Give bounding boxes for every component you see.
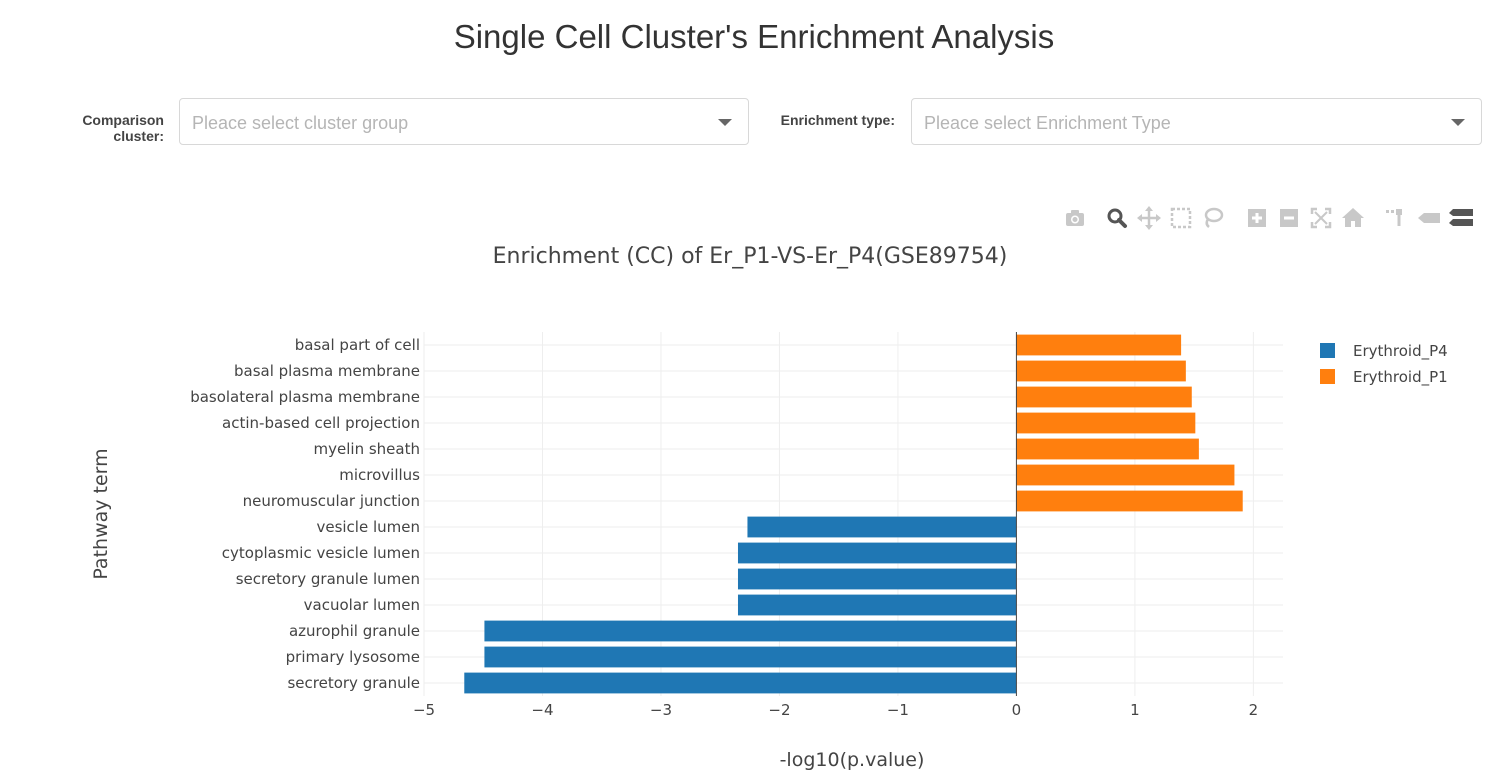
legend-swatch[interactable] xyxy=(1320,343,1335,358)
hover-compare-icon[interactable] xyxy=(1448,204,1474,232)
bar-erythroid-p1[interactable] xyxy=(1016,386,1192,408)
lasso-select-icon[interactable] xyxy=(1200,204,1226,232)
y-axis-title: Pathway term xyxy=(90,448,112,579)
x-tick-label: 0 xyxy=(1012,701,1022,719)
chart-bars xyxy=(464,334,1243,694)
zoom-out-icon[interactable] xyxy=(1276,204,1302,232)
bar-erythroid-p1[interactable] xyxy=(1016,412,1196,434)
bar-erythroid-p4[interactable] xyxy=(484,646,1017,668)
x-tick-label: −4 xyxy=(531,701,553,719)
chart-modebar xyxy=(1060,204,1480,234)
bar-erythroid-p4[interactable] xyxy=(747,516,1017,538)
bar-erythroid-p1[interactable] xyxy=(1016,334,1182,356)
comparison-cluster-placeholder: Pleace select cluster group xyxy=(192,113,409,133)
x-tick-label: −1 xyxy=(887,701,909,719)
y-tick-label: basolateral plasma membrane xyxy=(190,388,420,406)
bar-erythroid-p4[interactable] xyxy=(484,620,1017,642)
comparison-label-line2: cluster: xyxy=(113,128,164,144)
y-tick-label: microvillus xyxy=(339,466,420,484)
x-tick-label: −3 xyxy=(650,701,672,719)
chart-axes: −5 −4 −3 −2 −1 0 1 2 basal part of cell basal pla… xyxy=(190,332,1258,719)
comparison-label-line1: Comparison xyxy=(82,112,164,128)
x-axis-title: -log10(p.value) xyxy=(780,749,925,771)
y-tick-label: secretory granule xyxy=(287,674,420,692)
box-select-icon[interactable] xyxy=(1168,204,1194,232)
zoom-in-icon[interactable] xyxy=(1244,204,1270,232)
zoom-icon[interactable] xyxy=(1104,204,1130,232)
bar-erythroid-p4[interactable] xyxy=(464,672,1017,694)
y-tick-label: basal part of cell xyxy=(295,336,420,354)
spike-lines-icon[interactable] xyxy=(1382,204,1408,232)
hover-closest-icon[interactable] xyxy=(1416,204,1442,232)
x-tick-label: 2 xyxy=(1249,701,1259,719)
autoscale-icon[interactable] xyxy=(1308,204,1334,232)
y-tick-label: basal plasma membrane xyxy=(234,362,420,380)
x-tick-label: 1 xyxy=(1130,701,1140,719)
bar-erythroid-p4[interactable] xyxy=(737,594,1017,616)
reset-axes-icon[interactable] xyxy=(1340,204,1366,232)
comparison-cluster-select[interactable]: Pleace select cluster group xyxy=(179,98,749,145)
bar-erythroid-p1[interactable] xyxy=(1016,464,1235,486)
chart-title: Enrichment (CC) of Er_P1-VS-Er_P4(GSE897… xyxy=(493,244,1008,269)
chevron-down-icon xyxy=(1451,119,1465,126)
pan-icon[interactable] xyxy=(1136,204,1162,232)
bar-erythroid-p4[interactable] xyxy=(737,542,1017,564)
y-tick-label: myelin sheath xyxy=(314,440,420,458)
x-tick-label: −2 xyxy=(768,701,790,719)
bar-erythroid-p1[interactable] xyxy=(1016,360,1186,382)
bar-erythroid-p1[interactable] xyxy=(1016,490,1243,512)
chevron-down-icon xyxy=(718,119,732,126)
enrichment-type-select[interactable]: Pleace select Enrichment Type xyxy=(911,98,1482,145)
enrichment-type-label: Enrichment type: xyxy=(780,112,895,128)
legend-swatch[interactable] xyxy=(1320,369,1335,384)
y-tick-label: primary lysosome xyxy=(286,648,420,666)
bar-erythroid-p1[interactable] xyxy=(1016,438,1199,460)
y-tick-label: secretory granule lumen xyxy=(236,570,420,588)
page-title: Single Cell Cluster's Enrichment Analysi… xyxy=(453,18,1055,55)
x-tick-label: −5 xyxy=(413,701,435,719)
y-tick-label: neuromuscular junction xyxy=(243,492,420,510)
y-tick-label: cytoplasmic vesicle lumen xyxy=(222,544,420,562)
y-tick-label: actin-based cell projection xyxy=(222,414,420,432)
bar-erythroid-p4[interactable] xyxy=(737,568,1017,590)
legend-label[interactable]: Erythroid_P4 xyxy=(1353,342,1448,361)
comparison-cluster-label: Comparison cluster: xyxy=(60,112,164,144)
chart-legend: Erythroid_P4 Erythroid_P1 xyxy=(1320,342,1448,387)
y-tick-label: vacuolar lumen xyxy=(304,596,420,614)
y-tick-label: vesicle lumen xyxy=(316,518,420,536)
enrichment-type-placeholder: Pleace select Enrichment Type xyxy=(924,113,1171,133)
legend-label[interactable]: Erythroid_P1 xyxy=(1353,368,1448,387)
camera-icon[interactable] xyxy=(1062,204,1088,232)
y-tick-label: azurophil granule xyxy=(289,622,420,640)
